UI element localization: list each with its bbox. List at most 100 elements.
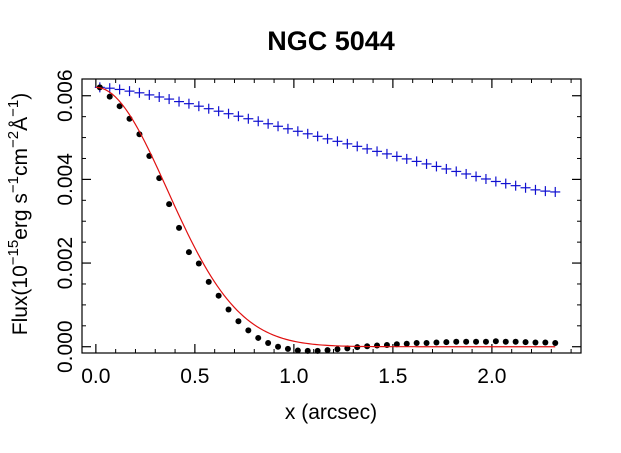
dot-point <box>502 338 509 345</box>
dot-point <box>245 327 252 334</box>
dot-point <box>403 340 410 347</box>
dot-point <box>304 347 311 354</box>
cross-point <box>114 84 125 95</box>
dot-point <box>532 339 539 346</box>
plot-frame <box>81 78 582 354</box>
dot-point <box>116 103 123 110</box>
dot-point <box>354 344 361 351</box>
cross-point <box>441 163 452 174</box>
dot-point <box>225 306 232 313</box>
dot-point <box>265 339 272 346</box>
dot-point <box>443 339 450 346</box>
cross-point <box>550 186 561 197</box>
dot-point <box>463 338 470 345</box>
cross-point <box>510 180 521 191</box>
cross-point <box>273 121 284 132</box>
cross-point <box>253 116 264 127</box>
y-label-exp3: −2 <box>5 131 22 148</box>
cross-point <box>421 158 432 169</box>
cross-point <box>500 178 511 189</box>
dot-point <box>314 347 321 354</box>
dot-point <box>512 338 519 345</box>
dot-point <box>235 318 242 325</box>
cross-point <box>223 108 234 119</box>
fit-curve-line <box>95 86 556 348</box>
y-tick-label: 0.002 <box>54 237 77 290</box>
cross-point <box>451 166 462 177</box>
y-label-suffix: ) <box>9 93 32 100</box>
x-tick-label: 2.0 <box>477 365 506 388</box>
dot-point <box>552 339 559 346</box>
dot-point <box>205 278 212 285</box>
cross-point <box>461 168 472 179</box>
dot-point <box>176 224 183 231</box>
x-tick-label: 0.5 <box>180 365 209 388</box>
dot-point <box>393 341 400 348</box>
cross-point <box>193 101 204 112</box>
x-tick-label: 1.5 <box>378 365 407 388</box>
y-label-part2: erg s <box>9 193 32 240</box>
plot-area: 0.0 0.5 1.0 1.5 2.0 0.000 0.002 0.004 0.006 <box>54 69 582 388</box>
dot-point <box>413 339 420 346</box>
dot-point <box>542 339 549 346</box>
dot-point <box>492 338 499 345</box>
cross-point <box>263 118 274 129</box>
cross-point <box>144 89 155 100</box>
cross-point <box>174 96 185 107</box>
y-label-part3: cm <box>9 148 32 176</box>
cross-point <box>352 141 363 152</box>
dot-point <box>275 343 282 350</box>
cross-point <box>183 98 194 109</box>
x-axis-label: x (arcsec) <box>285 401 377 424</box>
y-label-exp1: −15 <box>5 240 22 265</box>
y-label-exp2: −1 <box>5 176 22 193</box>
cross-point <box>431 161 442 172</box>
cross-point <box>411 156 422 167</box>
dot-point <box>324 347 331 354</box>
dot-point <box>215 292 222 299</box>
y-label-prefix: Flux(10 <box>9 265 32 335</box>
cross-point <box>322 133 333 144</box>
dot-point <box>522 339 529 346</box>
cross-point <box>401 153 412 164</box>
cross-point <box>332 136 343 147</box>
cross-point <box>362 143 373 154</box>
cross-point <box>520 182 531 193</box>
cross-point <box>154 91 165 102</box>
cross-point <box>480 173 491 184</box>
cross-point <box>124 86 135 97</box>
dot-point <box>166 201 173 208</box>
chart-title: NGC 5044 <box>267 26 395 56</box>
x-tick-label: 1.0 <box>279 365 308 388</box>
dot-point <box>106 93 113 100</box>
cross-point <box>282 123 293 134</box>
y-label-unit: Å <box>9 117 32 131</box>
cross-point <box>243 113 254 124</box>
dot-point <box>482 338 489 345</box>
dot-point <box>374 342 381 349</box>
dot-point <box>195 260 202 267</box>
cross-point <box>233 111 244 122</box>
cross-point <box>203 103 214 114</box>
dot-point <box>433 339 440 346</box>
dot-point <box>255 334 262 341</box>
cross-point <box>164 94 175 105</box>
cross-point <box>471 171 482 182</box>
dot-point <box>284 345 291 352</box>
y-tick-label: 0.006 <box>54 69 77 122</box>
cross-point <box>530 184 541 195</box>
y-axis-label: Flux(10−15erg s−1cm−2Å−1) <box>5 93 32 336</box>
cross-point <box>134 87 145 98</box>
y-label-exp4: −1 <box>5 100 22 117</box>
cross-point <box>372 146 383 157</box>
svg-text:Flux(10−15erg s−1cm−2Å−1): Flux(10−15erg s−1cm−2Å−1) <box>5 93 32 336</box>
cross-point <box>312 131 323 142</box>
dot-point <box>473 338 480 345</box>
y-tick-label: 0.004 <box>54 153 77 206</box>
dot-point <box>185 249 192 256</box>
dot-point <box>136 131 143 138</box>
dot-point <box>294 347 301 354</box>
cross-point <box>540 186 551 197</box>
cross-point <box>213 106 224 117</box>
